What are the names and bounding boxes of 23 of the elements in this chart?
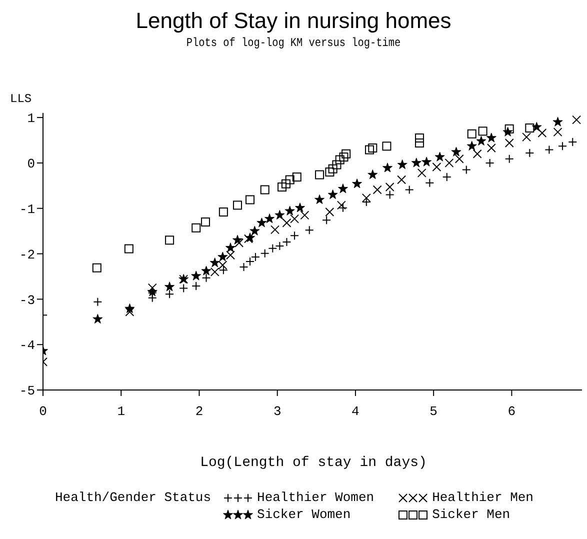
x-axis-title: Log(Length of stay in days) xyxy=(199,455,428,471)
y-tick-label: -2 xyxy=(19,247,35,262)
legend-label: Sicker Women xyxy=(257,507,351,522)
legend-label: Sicker Men xyxy=(432,507,510,522)
legend-title: Health/Gender Status xyxy=(55,490,212,507)
legend-label: Healthier Men xyxy=(432,490,534,505)
x-tick-label: 1 xyxy=(117,404,126,420)
y-tick-label: -5 xyxy=(19,384,35,399)
y-tick-label: 1 xyxy=(27,111,36,126)
legend-label: Healthier Women xyxy=(257,490,374,505)
y-tick-label: 0 xyxy=(27,156,35,172)
x-tick-label: 4 xyxy=(352,404,360,420)
y-tick-label: -3 xyxy=(19,292,35,308)
y-tick-label: -4 xyxy=(19,338,36,354)
x-tick-label: 6 xyxy=(508,404,516,420)
x-tick-label: 2 xyxy=(195,404,204,420)
y-axis-title: LLS xyxy=(10,92,32,106)
x-tick-label: 0 xyxy=(39,404,47,420)
chart-subtitle: Plots of log-log KM versus log-time xyxy=(185,36,402,50)
y-tick-label: -1 xyxy=(19,202,36,217)
chart-title: Length of Stay in nursing homes xyxy=(134,8,452,34)
x-tick-label: 5 xyxy=(430,404,438,420)
x-tick-label: 3 xyxy=(273,404,282,420)
